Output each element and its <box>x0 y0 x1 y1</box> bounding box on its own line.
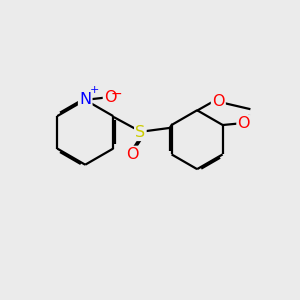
Text: +: + <box>90 85 99 95</box>
Text: S: S <box>135 125 146 140</box>
Text: O: O <box>126 147 138 162</box>
Text: N: N <box>79 92 91 107</box>
Text: O: O <box>212 94 225 109</box>
Text: O: O <box>238 116 250 131</box>
Text: −: − <box>111 87 122 101</box>
Text: O: O <box>104 90 116 105</box>
